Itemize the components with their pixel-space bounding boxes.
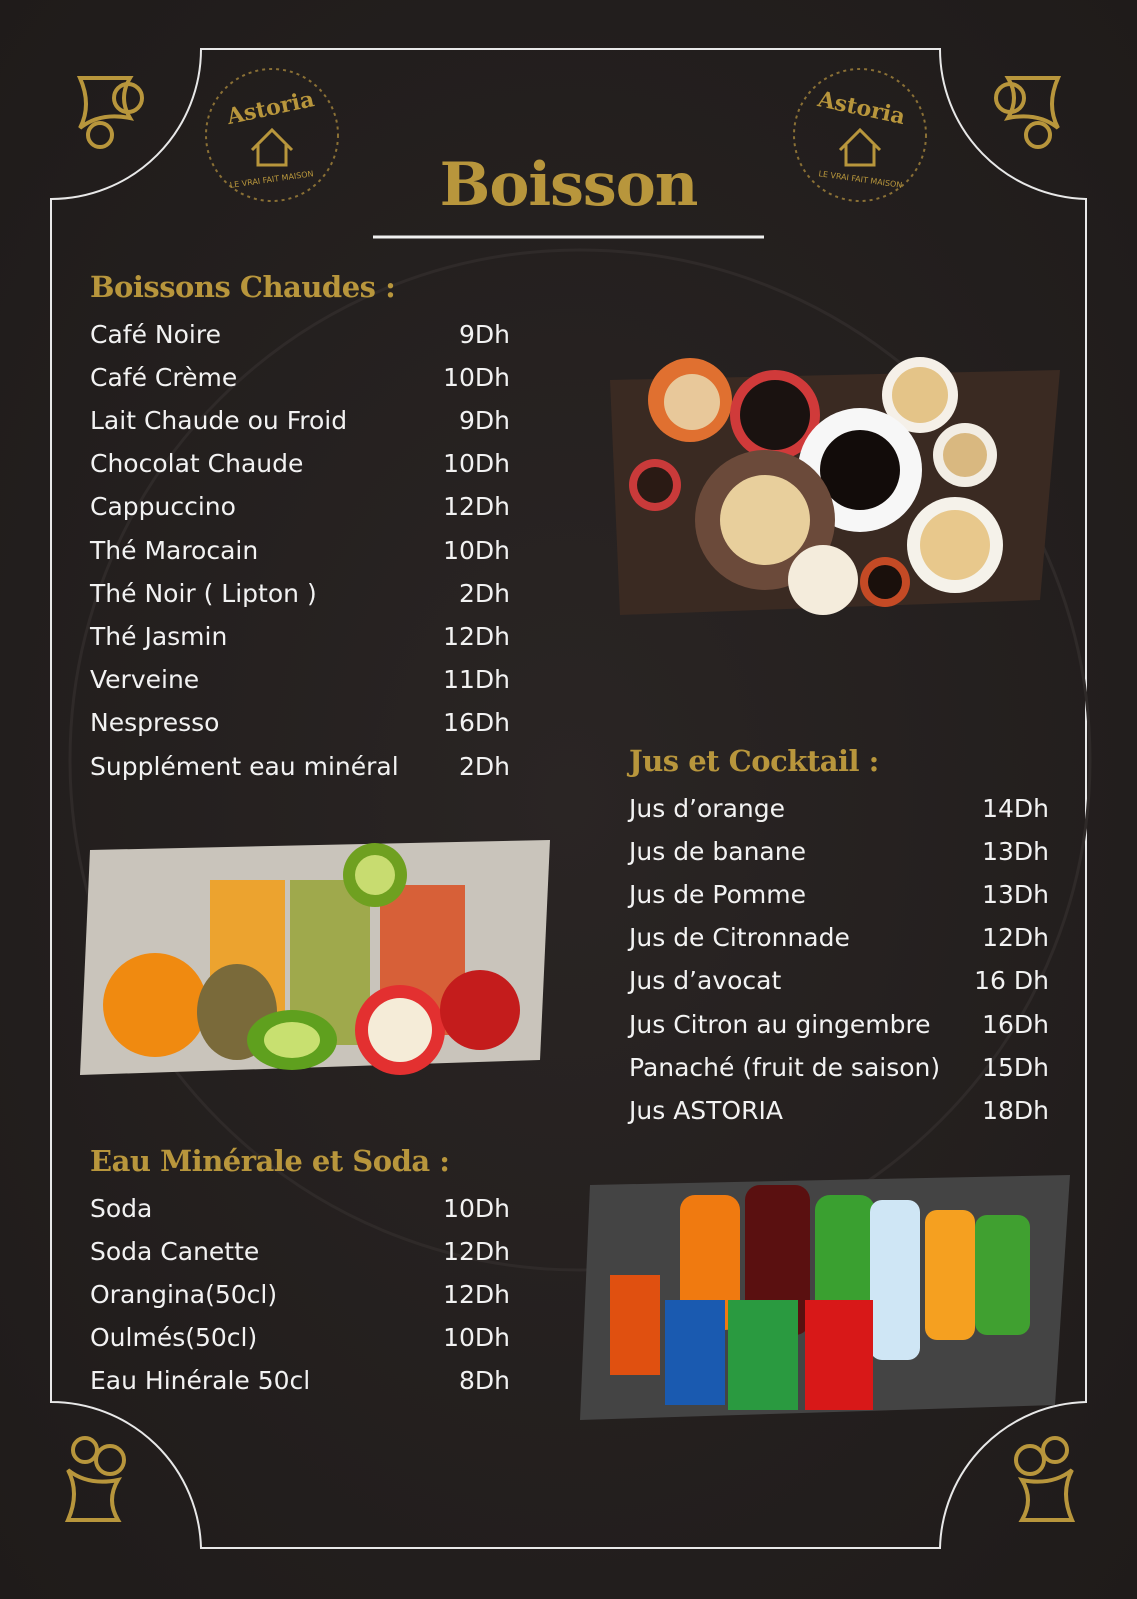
item-name: Eau Hinérale 50cl [90, 1366, 311, 1396]
item-price: 2Dh [458, 578, 510, 608]
item-price: 16 Dh [974, 966, 1049, 996]
item-price: 8Dh [458, 1366, 510, 1396]
menu-item: Jus Citron au gingembre 16Dh [629, 1004, 1049, 1044]
ornaments [64, 76, 1076, 1522]
menu-item: Jus de Pomme 13Dh [629, 874, 1049, 914]
menu-item: Supplément eau minéral 2Dh [90, 746, 510, 786]
item-name: Jus de Citronnade [629, 923, 850, 953]
item-price: 14Dh [982, 793, 1049, 823]
item-name: Nespresso [90, 708, 220, 738]
menu-item: Jus d’orange 14Dh [629, 788, 1049, 828]
menu-item: Jus d’avocat 16 Dh [629, 961, 1049, 1001]
section-heading: Jus et Cocktail : [629, 744, 879, 778]
item-price: 9Dh [458, 405, 510, 435]
item-price: 10Dh [443, 535, 510, 565]
item-price: 18Dh [982, 1095, 1049, 1125]
menu-item: Nespresso 16Dh [90, 703, 510, 743]
item-name: Cappuccino [90, 492, 236, 522]
item-price: 10Dh [443, 362, 510, 392]
item-price: 2Dh [458, 751, 510, 781]
item-price: 10Dh [443, 449, 510, 479]
menu-item: Orangina(50cl) 12Dh [90, 1274, 510, 1314]
item-name: Oulmés(50cl) [90, 1323, 258, 1353]
item-price: 12Dh [443, 1236, 510, 1266]
item-name: Café Noire [90, 319, 221, 349]
item-name: Orangina(50cl) [90, 1279, 278, 1309]
menu-item: Café Noire 9Dh [90, 314, 510, 354]
item-name: Jus de banane [629, 836, 806, 866]
item-name: Jus Citron au gingembre [629, 1009, 931, 1039]
item-price: 12Dh [443, 1279, 510, 1309]
juice-image [80, 840, 550, 1075]
item-price: 12Dh [443, 621, 510, 651]
item-price: 9Dh [458, 319, 510, 349]
menu-item: Eau Hinérale 50cl 8Dh [90, 1361, 510, 1401]
item-price: 15Dh [982, 1052, 1049, 1082]
item-name: Lait Chaude ou Froid [90, 405, 348, 435]
menu-item: Lait Chaude ou Froid 9Dh [90, 400, 510, 440]
menu-item: Café Crème 10Dh [90, 357, 510, 397]
menu-item: Soda 10Dh [90, 1188, 510, 1228]
logo-name: Astoria [224, 86, 317, 130]
item-price: 10Dh [443, 1323, 510, 1353]
item-name: Verveine [90, 665, 200, 695]
frame [50, 48, 1087, 1549]
item-price: 13Dh [982, 879, 1049, 909]
menu-item: Jus ASTORIA 18Dh [629, 1090, 1049, 1130]
item-name: Thé Noir ( Lipton ) [90, 578, 317, 608]
section-heading: Eau Minérale et Soda : [90, 1144, 450, 1178]
item-price: 10Dh [443, 1193, 510, 1223]
logo-name: Astoria [814, 86, 907, 130]
item-name: Jus ASTORIA [629, 1095, 783, 1125]
item-name: Chocolat Chaude [90, 449, 304, 479]
item-price: 11Dh [443, 665, 510, 695]
menu-item: Jus de Citronnade 12Dh [629, 918, 1049, 958]
item-name: Panaché (fruit de saison) [629, 1052, 941, 1082]
item-name: Soda [90, 1193, 153, 1223]
menu-title: Boisson [439, 150, 699, 220]
item-price: 16Dh [443, 708, 510, 738]
item-price: 13Dh [982, 836, 1049, 866]
menu-item: Chocolat Chaude 10Dh [90, 444, 510, 484]
menu-item: Thé Marocain 10Dh [90, 530, 510, 570]
menu-item: Verveine 11Dh [90, 660, 510, 700]
item-name: Thé Marocain [90, 535, 259, 565]
item-name: Soda Canette [90, 1236, 260, 1266]
item-name: Café Crème [90, 362, 238, 392]
item-price: 12Dh [982, 923, 1049, 953]
item-name: Jus d’orange [629, 793, 785, 823]
menu-item: Panaché (fruit de saison) 15Dh [629, 1047, 1049, 1087]
item-name: Supplément eau minéral [90, 751, 399, 781]
item-name: Thé Jasmin [90, 621, 228, 651]
menu-item: Thé Noir ( Lipton ) 2Dh [90, 573, 510, 613]
item-price: 12Dh [443, 492, 510, 522]
menu-item: Cappuccino 12Dh [90, 487, 510, 527]
item-name: Jus d’avocat [629, 966, 782, 996]
item-price: 16Dh [982, 1009, 1049, 1039]
section-heading: Boissons Chaudes : [90, 270, 396, 304]
item-name: Jus de Pomme [629, 879, 806, 909]
menu-item: Oulmés(50cl) 10Dh [90, 1318, 510, 1358]
menu-item: Jus de banane 13Dh [629, 831, 1049, 871]
watermark [68, 248, 1092, 1272]
menu-item: Thé Jasmin 12Dh [90, 616, 510, 656]
soda-image [580, 1175, 1070, 1420]
coffee-image [610, 357, 1060, 615]
menu-item: Soda Canette 12Dh [90, 1231, 510, 1271]
